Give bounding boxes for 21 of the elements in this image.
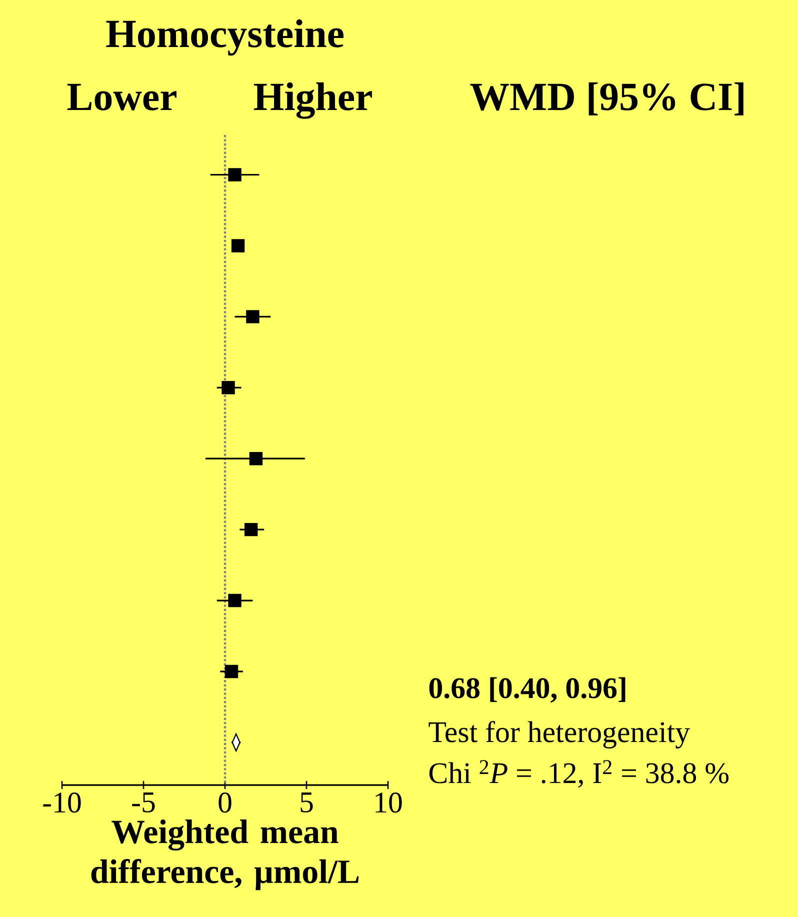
text: WMD [95% CI] <box>470 82 744 116</box>
point <box>228 168 242 182</box>
x-tick-label: 5 <box>300 792 313 812</box>
text: Lower <box>67 84 176 110</box>
text: Chi $^{2}$P = .12, I$^{2}$ = 38.8 % <box>429 760 729 788</box>
x-tick-label: -5 <box>132 792 155 812</box>
chart-title: Homocysteine <box>106 19 344 56</box>
text: Test for heterogeneity <box>428 720 690 748</box>
text: 0.68 [0.40, 0.96] <box>429 677 626 703</box>
point <box>244 522 258 536</box>
point <box>246 310 260 324</box>
point <box>228 594 242 608</box>
x-tick-label: 10 <box>376 792 402 813</box>
point <box>249 452 263 466</box>
x-tick-label: 0 <box>218 792 232 813</box>
point <box>222 381 235 394</box>
x-tick-label: -10 <box>43 792 81 813</box>
x-axis-title: Weighted mean difference, µmol/L <box>91 820 359 890</box>
point <box>231 239 245 252</box>
text: Higher <box>254 82 372 119</box>
point <box>224 664 238 678</box>
